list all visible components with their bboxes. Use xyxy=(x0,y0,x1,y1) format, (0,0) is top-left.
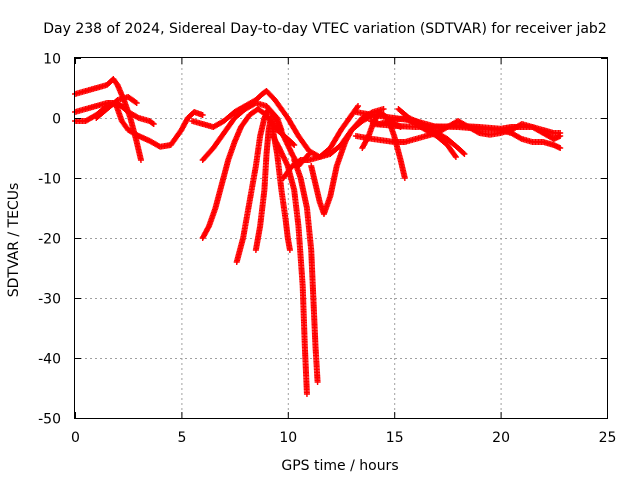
data-points xyxy=(72,76,564,397)
data-point xyxy=(291,142,298,148)
data-point xyxy=(132,99,139,106)
y-tick-label: -40 xyxy=(38,352,61,368)
data-point xyxy=(290,141,297,147)
series-arc16 xyxy=(395,106,468,157)
series-arc9 xyxy=(252,115,293,253)
y-tick-label: 0 xyxy=(52,112,61,128)
series-arc11 xyxy=(291,157,321,385)
y-tick-label: 10 xyxy=(43,52,61,68)
x-tick-label: 5 xyxy=(177,430,186,446)
data-point xyxy=(452,154,459,160)
x-tick-label: 20 xyxy=(492,430,510,446)
data-point xyxy=(380,106,387,112)
x-axis-label: GPS time / hours xyxy=(281,458,398,474)
y-axis-label: SDTVAR / TECUs xyxy=(6,183,22,298)
data-point xyxy=(557,130,564,136)
x-tick-label: 25 xyxy=(599,430,617,446)
data-point xyxy=(461,151,468,157)
data-point xyxy=(460,150,467,156)
y-tick-label: -50 xyxy=(38,412,61,428)
series-arc12 xyxy=(280,103,362,181)
data-point xyxy=(401,175,408,181)
data-point xyxy=(355,103,362,109)
data-point xyxy=(199,112,206,118)
x-tick-label: 0 xyxy=(71,430,80,446)
data-point xyxy=(137,157,144,163)
plot-frame xyxy=(74,57,608,419)
data-point xyxy=(149,120,156,127)
data-point xyxy=(286,247,293,253)
x-tick-label: 15 xyxy=(386,430,404,446)
grid-lines xyxy=(75,58,607,418)
chart-title: Day 238 of 2024, Sidereal Day-to-day VTE… xyxy=(43,21,606,37)
y-tick-label: -10 xyxy=(38,172,61,188)
data-point xyxy=(306,151,313,157)
data-point xyxy=(557,145,564,151)
series-arc4 xyxy=(93,94,140,121)
axis-ticks: 0 5 10 15 20 25 -50 -40 -30 -20 -10 0 10 xyxy=(38,52,616,447)
series-arc7 xyxy=(199,106,298,241)
y-tick-label: -30 xyxy=(38,292,61,308)
data-point xyxy=(150,121,157,127)
data-point xyxy=(452,152,459,159)
data-point xyxy=(314,379,321,385)
data-point xyxy=(303,391,310,397)
x-tick-label: 10 xyxy=(279,430,297,446)
y-tick-label: -20 xyxy=(38,232,61,248)
data-point xyxy=(133,100,140,106)
series-arc19 xyxy=(352,109,564,136)
